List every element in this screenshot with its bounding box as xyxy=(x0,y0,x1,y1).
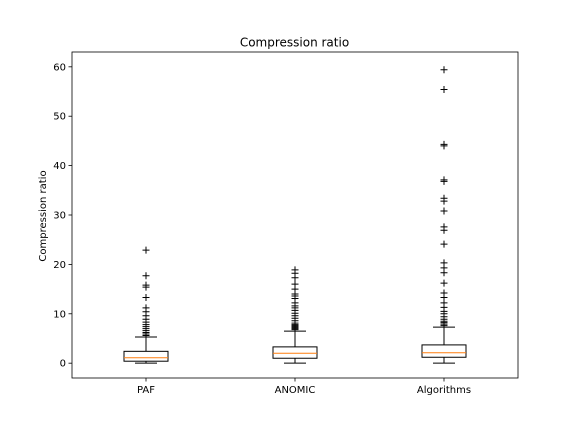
x-tick-label: ANOMIC xyxy=(275,385,316,396)
y-tick-label: 40 xyxy=(53,161,66,172)
outlier-point xyxy=(440,66,448,74)
outlier-point xyxy=(440,279,448,287)
outlier-point xyxy=(440,194,448,202)
y-tick-label: 30 xyxy=(53,211,66,222)
iqr-box xyxy=(421,344,467,358)
outlier-point xyxy=(142,281,150,289)
outlier-point xyxy=(142,293,150,301)
y-tick-label: 10 xyxy=(53,309,66,320)
y-tick-label: 20 xyxy=(53,260,66,271)
outlier-point xyxy=(440,176,448,184)
outlier-point xyxy=(440,86,448,94)
y-tick-label: 60 xyxy=(53,62,66,73)
y-tick-label: 0 xyxy=(60,359,66,370)
outlier-point xyxy=(142,272,150,280)
outlier-point xyxy=(440,240,448,248)
chart-title: Compression ratio xyxy=(240,36,349,50)
outlier-point xyxy=(440,223,448,231)
outlier-point xyxy=(142,304,150,312)
iqr-box xyxy=(272,346,318,359)
plot-area: 0 10 20 30 40 50 60 PAF ANOMIC Algorithms xyxy=(53,62,471,396)
outlier-point xyxy=(142,246,150,254)
outlier-point xyxy=(291,280,299,288)
outlier-point xyxy=(440,207,448,215)
iqr-box xyxy=(123,350,169,362)
y-tick-label: 50 xyxy=(53,112,66,123)
x-tick-label: PAF xyxy=(137,385,155,396)
outlier-point xyxy=(440,289,448,297)
axes-frame xyxy=(71,51,519,379)
outlier-point xyxy=(291,266,299,274)
y-axis-label: Compression ratio xyxy=(38,170,49,261)
outlier-point xyxy=(440,140,448,148)
x-tick-label: Algorithms xyxy=(417,385,471,396)
outlier-point xyxy=(440,259,448,267)
